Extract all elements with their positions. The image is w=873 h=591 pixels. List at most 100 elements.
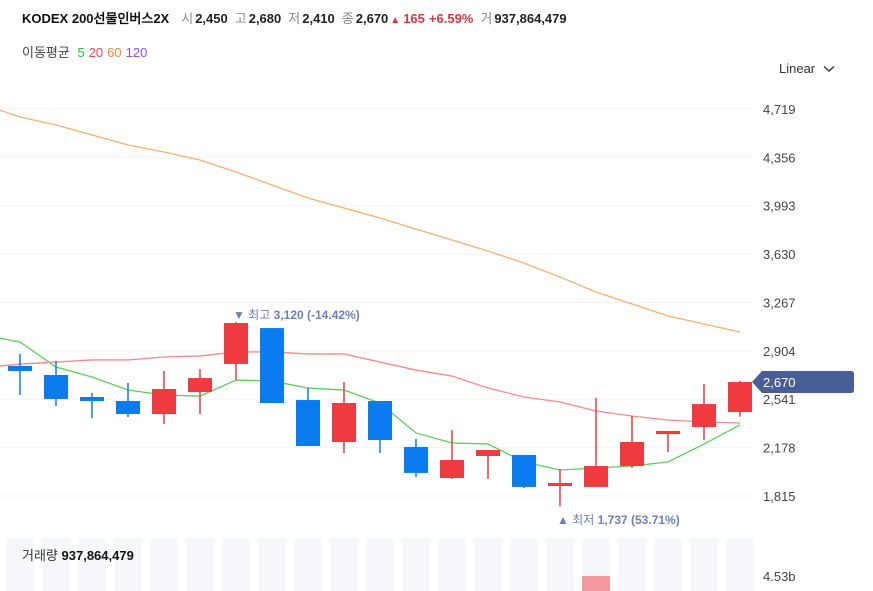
- last-price-label: 2,670: [763, 375, 796, 390]
- volume-legend: 거래량 937,864,479: [22, 545, 134, 564]
- low-value: 2,410: [302, 11, 335, 26]
- candle-body: [152, 388, 176, 415]
- ma-5[interactable]: 5: [77, 45, 85, 60]
- candle-body: [656, 430, 680, 435]
- candle: [368, 400, 392, 454]
- candle: [260, 328, 284, 403]
- y-tick-label: 4,719: [763, 102, 796, 117]
- volume-column: [618, 538, 646, 591]
- candle-body: [188, 378, 212, 393]
- high-annotation-part: (-14.42%): [307, 308, 360, 322]
- high-annotation-part: ▼: [233, 308, 248, 322]
- open-value: 2,450: [195, 11, 228, 26]
- candle: [728, 380, 752, 417]
- candle: [188, 368, 212, 415]
- candle: [692, 384, 716, 441]
- volume-column: [474, 538, 502, 591]
- candle-body: [44, 374, 68, 399]
- volume-column: [186, 538, 214, 591]
- candle-body: [512, 454, 536, 487]
- volume-column: [654, 538, 682, 591]
- stock-title: KODEX 200선물인버스2X: [22, 11, 170, 26]
- volume-column: [42, 538, 70, 591]
- volume-column: [438, 538, 466, 591]
- candle-body: [692, 404, 716, 427]
- ma-label: 이동평균: [22, 45, 70, 60]
- volume-column: [402, 538, 430, 591]
- volume-panel-value: 937,864,479: [61, 548, 134, 563]
- close-label: 종: [341, 11, 354, 26]
- volume-column: [330, 538, 358, 591]
- candle-body: [476, 450, 500, 457]
- high-label: 고: [234, 11, 247, 26]
- change-amount: 165: [403, 11, 425, 26]
- candle-body: [404, 446, 428, 473]
- volume-column: [690, 538, 718, 591]
- volume-column: [114, 538, 142, 591]
- change-value: ▲: [390, 15, 401, 26]
- volume-column: [6, 538, 34, 591]
- volume-column: [150, 538, 178, 591]
- ma60-line: [0, 109, 741, 333]
- volume-column: [78, 538, 106, 591]
- candle-body: [728, 382, 752, 413]
- y-tick-label: 3,267: [763, 295, 796, 310]
- candle: [404, 438, 428, 477]
- volume-column: [258, 538, 286, 591]
- volume-column: [510, 538, 538, 591]
- y-tick-label: 2,541: [763, 392, 796, 407]
- scale-label: Linear: [779, 61, 816, 76]
- high-annotation: ▼ 최고 3,120 (-14.42%): [233, 308, 360, 322]
- candle-body: [584, 466, 608, 487]
- ma-20[interactable]: 20: [88, 45, 104, 60]
- candle: [296, 388, 320, 447]
- y-tick-label: 3,993: [763, 199, 796, 214]
- candle-body: [116, 400, 140, 415]
- candle: [584, 398, 608, 487]
- candle: [440, 430, 464, 479]
- candle: [512, 454, 536, 488]
- change-percent: +6.59%: [428, 11, 474, 26]
- y-tick-label: 4,356: [763, 150, 796, 165]
- volume-column: [546, 538, 574, 591]
- candle: [656, 430, 680, 453]
- moving-average-legend: 이동평균 5 20 60 120: [22, 42, 151, 61]
- low-annotation-part: ▲: [557, 513, 572, 527]
- candle-body: [440, 460, 464, 479]
- ma-120[interactable]: 120: [125, 45, 148, 60]
- candle: [116, 382, 140, 417]
- candle-body: [296, 400, 320, 447]
- volume-panel-label: 거래량: [22, 548, 58, 563]
- y-tick-label: 1,815: [763, 489, 796, 504]
- candle-body: [368, 400, 392, 441]
- ma-60[interactable]: 60: [107, 45, 122, 60]
- y-tick-label: 2,178: [763, 441, 796, 456]
- candle-body: [260, 328, 284, 403]
- candle-body: [548, 482, 572, 486]
- candle-body: [620, 442, 644, 467]
- low-annotation-part: 1,737: [598, 513, 631, 527]
- high-value: 2,680: [248, 11, 282, 26]
- ma20-line: [0, 351, 741, 424]
- candle: [548, 468, 572, 507]
- y-tick-label: 3,630: [763, 247, 796, 262]
- candle-body: [224, 323, 248, 364]
- ma5-line: [0, 337, 741, 471]
- candle: [152, 370, 176, 425]
- candle: [8, 353, 32, 395]
- candle-body: [80, 396, 104, 401]
- scale-selector[interactable]: Linear: [779, 61, 835, 76]
- chevron-down-icon: [823, 65, 835, 72]
- volume-value: 937,864,479: [494, 11, 567, 26]
- high-annotation-part: 3,120: [274, 308, 307, 322]
- low-annotation-part: 최저: [572, 513, 597, 527]
- candle: [332, 382, 356, 454]
- low-annotation: ▲ 최저 1,737 (53.71%): [557, 513, 680, 527]
- close-value: 2,670: [355, 11, 389, 26]
- volume-label: 거: [480, 11, 493, 26]
- low-label: 저: [288, 11, 301, 26]
- candle: [476, 450, 500, 479]
- high-annotation-part: 최고: [248, 308, 273, 322]
- volume-bar: [582, 576, 610, 591]
